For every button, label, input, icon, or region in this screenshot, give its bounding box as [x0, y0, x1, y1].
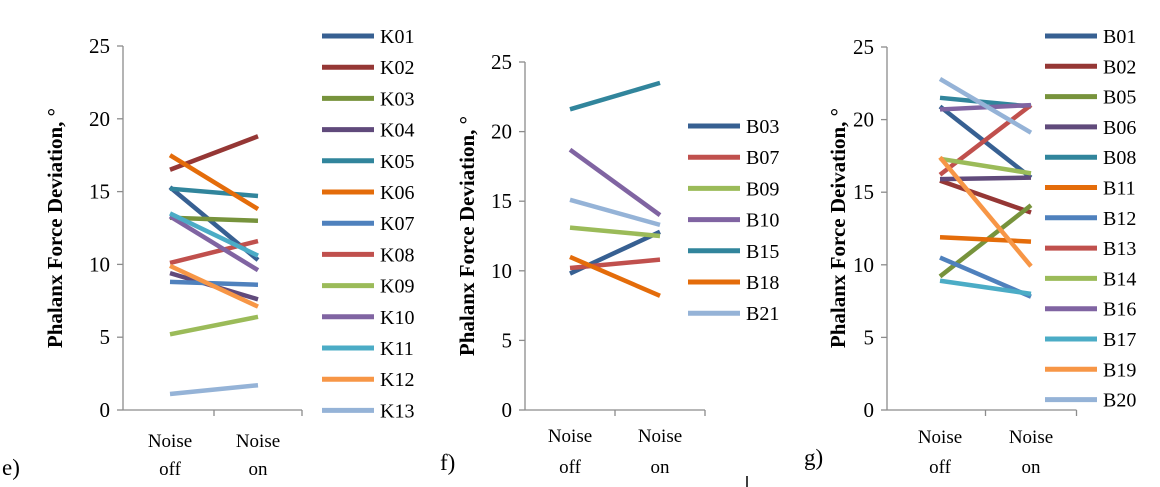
chart-panel-2: 0 5 10 15 20 25 Noise off Noise on Phalanx Force D… [440, 50, 779, 478]
legend-entry-label: K07 [380, 213, 414, 235]
x-category-label: on [651, 457, 671, 478]
legend-entry-label: B06 [1103, 117, 1136, 139]
x-category-label: off [929, 457, 951, 478]
legend-entry-label: B18 [746, 272, 779, 294]
y-tick-label: 10 [853, 253, 874, 277]
legend-entry-label: B20 [1103, 390, 1136, 412]
series-line-b14 [939, 156, 1032, 176]
series-line-k06 [168, 153, 260, 211]
x-category-label: off [559, 457, 581, 478]
y-tick-label: 0 [502, 398, 513, 422]
chart-panel-3: 0 5 10 15 20 25 Noise off Noise on Phalanx Force D… [804, 26, 1136, 478]
legend-entry-label: B05 [1103, 87, 1136, 109]
y-tick-label: 20 [491, 120, 512, 144]
legend-entry-label: B08 [1103, 147, 1136, 169]
y-tick-label: 15 [491, 189, 512, 213]
legend: K01 K02 K03 K04 K05 K06 K07 K08 K09 K10 K11 K12 K13 [322, 26, 414, 422]
series-line-b02 [939, 178, 1032, 215]
panel-label: g) [804, 445, 823, 470]
series-line-k11 [169, 211, 259, 258]
y-tick-label: 20 [853, 108, 874, 132]
y-tick-label: 5 [502, 328, 513, 352]
legend-entry-label: K13 [380, 400, 414, 422]
x-category-label: on [1022, 457, 1042, 478]
series-line-k07 [169, 279, 259, 288]
series-line-k09 [169, 314, 259, 337]
legend-entry-label: K06 [380, 182, 414, 204]
series-line-b17 [939, 278, 1032, 297]
legend-entry-label: K10 [380, 307, 414, 329]
y-tick-label: 10 [89, 252, 110, 276]
legend-entry-label: K05 [380, 151, 414, 173]
legend-entry-label: B19 [1103, 359, 1136, 381]
x-category-label: Noise [638, 426, 682, 447]
x-category-label: Noise [548, 426, 592, 447]
y-tick-label: 10 [491, 259, 512, 283]
legend-entry-label: K11 [380, 338, 414, 360]
x-category-label: Noise [918, 427, 962, 448]
legend-entry-label: K02 [380, 57, 414, 79]
legend-entry-label: B16 [1103, 299, 1136, 321]
series-line-b07 [569, 257, 661, 271]
legend-entry-label: B01 [1103, 26, 1136, 48]
y-tick-label: 25 [89, 34, 110, 58]
y-tick-label: 25 [491, 50, 512, 74]
series-line-b11 [939, 234, 1032, 244]
legend-entry-label: B17 [1103, 329, 1136, 351]
legend: B03 B07 B09 B10 B15 B18 B21 [688, 116, 779, 325]
legend-entry-label: B09 [746, 178, 779, 200]
panel-label: e) [2, 455, 20, 480]
legend: B01 B02 B05 B06 B08 B11 B12 B13 B14 B16 B17 B19 B20 [1045, 26, 1136, 412]
series-line-b15 [569, 80, 661, 112]
x-category-label: Noise [148, 431, 192, 452]
series-line-k12 [169, 263, 259, 309]
legend-entry-label: B12 [1103, 208, 1136, 230]
legend-entry-label: B10 [746, 210, 779, 232]
series-line-b18 [569, 254, 661, 298]
legend-entry-label: B03 [746, 116, 779, 138]
y-tick-label: 20 [89, 107, 110, 131]
y-axis-label: Phalanx Force Deviation, ° [455, 116, 479, 356]
legend-entry-label: K09 [380, 276, 414, 298]
series-line-k10 [168, 214, 260, 273]
y-tick-label: 25 [853, 35, 874, 59]
y-tick-label: 0 [100, 398, 111, 422]
series-line-b21 [569, 197, 661, 228]
series-line-b20 [938, 77, 1033, 135]
x-category-label: off [159, 459, 181, 480]
legend-entry-label: B14 [1103, 268, 1136, 290]
panel-label: f) [440, 450, 455, 475]
legend-entry-label: B15 [746, 241, 779, 263]
y-tick-label: 15 [89, 180, 110, 204]
legend-entry-label: K08 [380, 244, 414, 266]
series-line-k13 [169, 383, 259, 397]
x-category-label: on [249, 459, 269, 480]
x-category-label: Noise [1009, 427, 1053, 448]
series-line-b06 [939, 175, 1032, 182]
series-line-b10 [568, 147, 662, 217]
x-category-label: Noise [236, 431, 280, 452]
legend-entry-label: B13 [1103, 238, 1136, 260]
y-tick-label: 15 [853, 180, 874, 204]
legend-entry-label: K04 [380, 120, 414, 142]
series-line-k05 [169, 186, 259, 199]
series-line-k08 [169, 238, 259, 266]
legend-entry-label: K01 [380, 26, 414, 48]
y-axis-label: Phalanx Force Deivation, ° [826, 108, 850, 348]
y-tick-label: 5 [864, 325, 875, 349]
y-tick-label: 5 [100, 325, 111, 349]
chart-panel-1: 0 5 10 15 20 25 Noise off Noise on Phalanx Force D… [2, 26, 414, 480]
legend-entry-label: B07 [746, 147, 779, 169]
series-line-b09 [569, 225, 661, 239]
legend-entry-label: K12 [380, 369, 414, 391]
legend-entry-label: B21 [746, 303, 779, 325]
legend-entry-label: K03 [380, 88, 414, 110]
series-line-b19 [938, 155, 1033, 268]
legend-entry-label: B11 [1103, 178, 1136, 200]
y-tick-label: 0 [864, 398, 875, 422]
legend-entry-label: B02 [1103, 56, 1136, 78]
y-axis-label: Phalanx Force Deviation, ° [43, 108, 67, 348]
